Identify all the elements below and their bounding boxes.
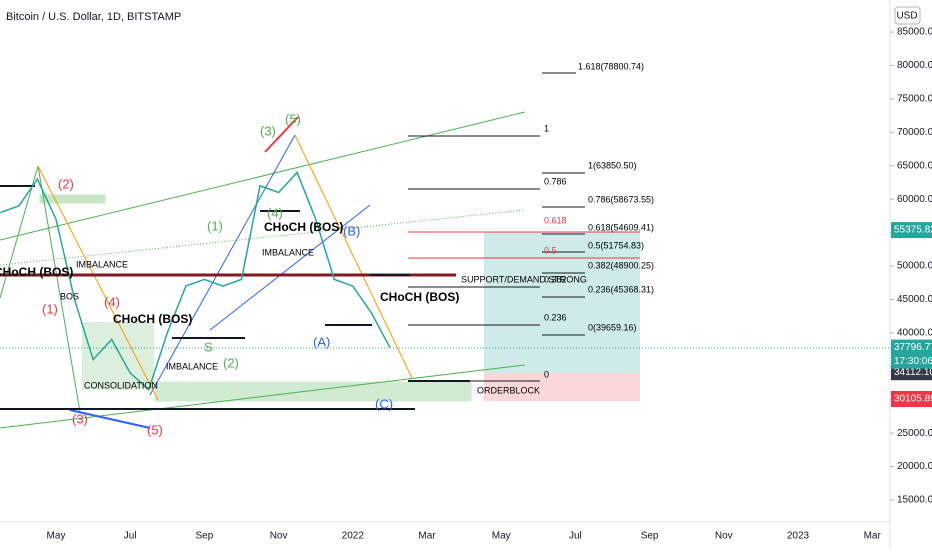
annotation: SUPPORT/DEMAND STRONG (461, 274, 587, 284)
annotation: 1.618(78800.74) (578, 61, 644, 71)
trend-line (149, 134, 296, 396)
price-label: 55375.82 (894, 225, 932, 236)
annotation: 1(63850.50) (588, 160, 637, 170)
annotation: 0.786 (544, 176, 567, 186)
annotation: BOS (60, 291, 79, 301)
wave-line (69, 409, 151, 429)
annotation: 0.5(51754.83) (588, 240, 644, 250)
annotation: (4) (267, 205, 283, 220)
annotation: (4) (104, 294, 120, 309)
annotation: CHoCH (BOS) (113, 312, 192, 326)
currency[interactable]: USD (896, 11, 917, 22)
y-tick-label: 65000.00 (897, 160, 932, 171)
trend-line (294, 134, 413, 379)
annotation: (5) (147, 422, 163, 437)
countdown: 17:30:06 (894, 356, 932, 367)
stop-zone (484, 373, 640, 401)
y-tick-label: 75000.00 (897, 94, 932, 105)
y-tick-label: 40000.00 (897, 327, 932, 338)
y-tick-label: 20000.00 (897, 461, 932, 472)
chart-header: Bitcoin / U.S. Dollar, 1D, BITSTAMP (6, 11, 181, 23)
annotation: ORDERBLOCK (477, 385, 540, 395)
annotation: IMBALANCE (76, 259, 128, 269)
annotation: (2) (223, 355, 239, 370)
y-tick-label: 60000.00 (897, 194, 932, 205)
annotation: IMBALANCE (166, 361, 218, 371)
long-zone (484, 232, 640, 373)
y-tick-label: 15000.00 (897, 495, 932, 506)
x-tick-label: May (492, 531, 511, 542)
x-tick-label: 2022 (342, 531, 365, 542)
price-label-box (891, 222, 932, 239)
annotation: (C) (375, 396, 393, 411)
y-tick-label: 70000.00 (897, 127, 932, 138)
x-tick-label: Jul (124, 531, 137, 542)
annotation: 0 (544, 369, 549, 379)
annotation: 0.5 (544, 245, 557, 255)
annotation: 0.382 (544, 274, 567, 284)
annotation: 0.382(48900.25) (588, 260, 654, 270)
trend-line (37, 165, 159, 401)
annotation: 1 (544, 123, 549, 133)
price-label: 34112.10 (894, 367, 932, 378)
annotation: 0.236 (544, 312, 567, 322)
price-label-box (891, 339, 932, 356)
annotation: (1) (207, 218, 223, 233)
x-tick-label: Mar (864, 531, 882, 542)
annotation: CONSOLIDATION (84, 380, 158, 390)
price-label-box (891, 390, 932, 407)
annotation: 0.236(45368.31) (588, 284, 654, 294)
trend-line (37, 165, 81, 413)
annotation: (3) (260, 123, 276, 138)
x-tick-label: Nov (270, 531, 288, 542)
annotation: S (204, 339, 213, 354)
annotation: 0.618(54609.41) (588, 222, 654, 232)
annotation: CHoCH (BOS) (264, 220, 343, 234)
consolidation-zone (82, 322, 154, 390)
price-label: 37796.77 (894, 342, 932, 353)
annotation: (5) (285, 111, 301, 126)
y-tick-label: 50000.00 (897, 261, 932, 272)
x-tick-label: Nov (715, 531, 733, 542)
currency-box[interactable] (894, 6, 921, 25)
x-tick-label: 2023 (787, 531, 810, 542)
orderblock-zone (154, 381, 472, 402)
trend-line (0, 209, 526, 266)
x-tick-label: Sep (641, 531, 659, 542)
trend-line (0, 364, 526, 429)
countdown-box (891, 354, 932, 369)
x-tick-label: Sep (196, 531, 214, 542)
y-tick-label: 45000.00 (897, 294, 932, 305)
annotation: 0.786(58673.55) (588, 194, 654, 204)
y-tick-label: 80000.00 (897, 60, 932, 71)
x-tick-label: Jul (569, 531, 582, 542)
price-line (0, 171, 391, 391)
price-label: 30105.89 (894, 394, 932, 405)
trend-line (0, 111, 526, 241)
trend-line (209, 204, 371, 331)
annotation: (3) (72, 411, 88, 426)
annotation: 0(39659.16) (588, 322, 637, 332)
x-tick-label: May (47, 531, 66, 542)
annotation: CHoCH (BOS) (0, 265, 73, 279)
wave-line (264, 116, 299, 153)
x-tick-label: Mar (418, 531, 436, 542)
y-tick-label: 25000.00 (897, 428, 932, 439)
annotation: IMBALANCE (262, 247, 314, 257)
annotation: 0.618 (544, 215, 567, 225)
annotation: (2) (58, 176, 74, 191)
annotation: (1) (42, 301, 58, 316)
annotation: CHoCH (BOS) (380, 290, 459, 304)
y-tick-label: 85000.00 (897, 27, 932, 38)
imbalance-zone (39, 194, 106, 204)
annotation: (A) (313, 334, 330, 349)
annotation: (B) (343, 223, 360, 238)
